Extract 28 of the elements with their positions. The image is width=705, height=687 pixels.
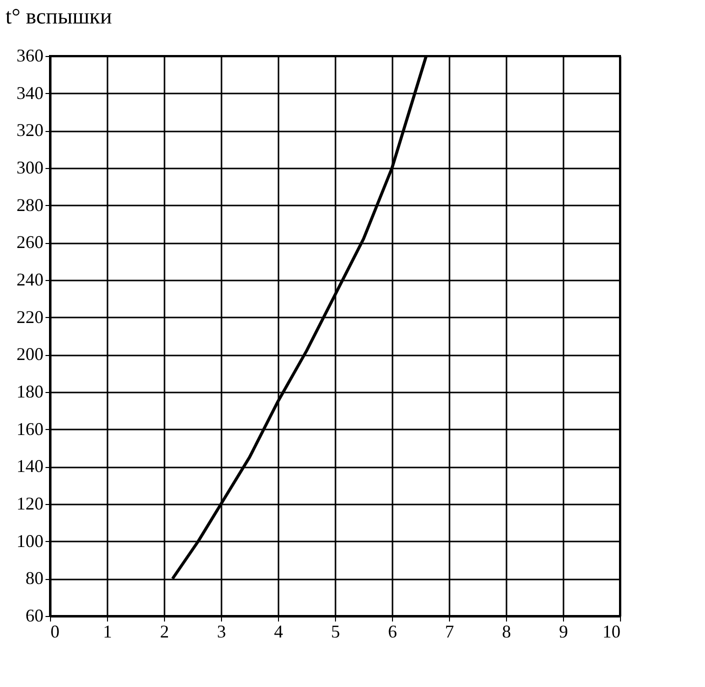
y-tick-label: 180 bbox=[16, 382, 44, 402]
x-tick-label: 8 bbox=[502, 622, 511, 642]
y-tick-label: 80 bbox=[26, 568, 44, 588]
y-tick-label: 360 bbox=[16, 46, 44, 66]
y-tick-label: 280 bbox=[16, 194, 44, 215]
y-tick-label: 140 bbox=[16, 456, 44, 476]
y-axis-title: t° вспышки bbox=[6, 4, 112, 28]
x-tick-label: 1 bbox=[103, 622, 112, 642]
y-tick-label: 300 bbox=[16, 158, 44, 178]
x-tick-label: 10 bbox=[602, 622, 620, 642]
x-tick-label: 3 bbox=[217, 622, 226, 642]
y-tick-label: 240 bbox=[16, 270, 44, 290]
y-tick-label: 60 bbox=[26, 606, 44, 626]
x-tick-label: 5 bbox=[331, 622, 340, 642]
y-tick-label: 340 bbox=[16, 82, 44, 103]
y-tick-label: 120 bbox=[16, 494, 44, 514]
y-tick-label: 160 bbox=[16, 418, 44, 439]
x-tick-label: 6 bbox=[388, 622, 397, 642]
y-tick-label: 100 bbox=[16, 530, 44, 551]
y-tick-label: 220 bbox=[16, 306, 44, 327]
x-tick-label: 7 bbox=[445, 622, 454, 642]
y-tick-label: 260 bbox=[16, 232, 44, 252]
y-tick-label: 200 bbox=[16, 344, 44, 364]
x-tick-label: 4 bbox=[274, 622, 283, 642]
x-tick-label: 0 bbox=[50, 622, 60, 642]
x-tick-label: 2 bbox=[160, 622, 169, 642]
y-tick-label: 320 bbox=[16, 120, 44, 140]
x-tick-label: 9 bbox=[559, 622, 568, 642]
